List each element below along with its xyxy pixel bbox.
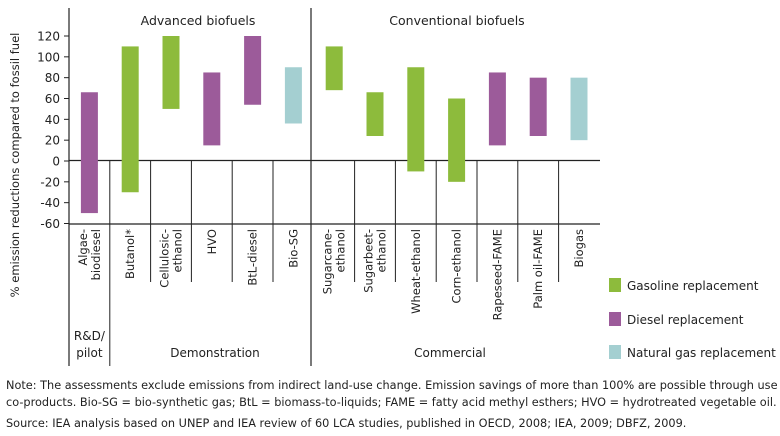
stage-label-demonstration: Demonstration xyxy=(170,346,260,360)
source-line: Source: IEA analysis based on UNEP and I… xyxy=(6,417,687,430)
category-label: Rapeseed-FAME xyxy=(490,229,504,320)
bar-sugarcane-ethanol xyxy=(325,46,343,91)
category-label: HVO xyxy=(205,229,219,254)
y-tick-label: 20 xyxy=(45,134,60,148)
bar-wheat-ethanol xyxy=(407,67,425,172)
y-tick-label: 40 xyxy=(45,113,60,127)
y-tick-label: 120 xyxy=(37,30,60,44)
category-label: BtL-diesel xyxy=(246,229,260,286)
y-tick-label: 60 xyxy=(45,92,60,106)
legend-label-gasoline: Gasoline replacement xyxy=(627,279,759,293)
category-label: Corn-ethanol xyxy=(450,229,464,303)
bar-butanol xyxy=(121,46,139,193)
section-title-advanced: Advanced biofuels xyxy=(141,13,256,28)
legend-label-diesel: Diesel replacement xyxy=(627,313,744,327)
legend-swatch-natgas xyxy=(609,345,621,359)
emission-reduction-chart: -60 -40 -20 0 20 40 60 80 100 120 Algae-biodiesel… xyxy=(8,8,776,366)
y-tick-label: -20 xyxy=(40,175,60,189)
stage-label-rd-pilot: R&D/pilot xyxy=(74,329,106,360)
y-tick-label: 100 xyxy=(37,50,60,64)
bar-corn-ethanol xyxy=(448,98,466,182)
bar-bio-sg xyxy=(284,67,302,124)
note-line-2: co-products. Bio-SG = bio-synthetic gas;… xyxy=(6,396,777,409)
category-label: Biogas xyxy=(572,229,586,267)
category-label: Cellulosic-ethanol xyxy=(158,229,185,288)
bars xyxy=(80,36,588,214)
bar-biogas xyxy=(570,77,588,141)
y-tick-label: -40 xyxy=(40,196,60,210)
bar-hvo xyxy=(203,72,221,146)
stage-labels: R&D/pilot Demonstration Commercial xyxy=(74,329,486,360)
legend: Gasoline replacement Diesel replacement Na… xyxy=(609,278,776,360)
bar-rapeseed-fame xyxy=(488,72,506,146)
category-labels: Algae-biodiesel Butanol* Cellulosic-ethano… xyxy=(76,229,586,321)
section-title-conventional: Conventional biofuels xyxy=(389,13,524,28)
bar-btl-diesel xyxy=(244,36,262,105)
category-label: Butanol* xyxy=(123,229,137,279)
note-line-1: Note: The assessments exclude emissions … xyxy=(6,379,780,392)
bar-cellulosic-ethanol xyxy=(162,36,180,109)
bar-sugarbeet-ethanol xyxy=(366,92,384,136)
category-label: Algae-biodiesel xyxy=(76,229,103,280)
y-tick-label: 80 xyxy=(45,71,60,85)
category-label: Wheat-ethanol xyxy=(409,229,423,314)
stage-label-commercial: Commercial xyxy=(414,346,486,360)
category-label: Bio-SG xyxy=(286,229,300,268)
y-tick-label: 0 xyxy=(52,155,60,169)
frame-lines xyxy=(68,8,600,366)
category-label: Palm oil-FAME xyxy=(531,229,545,309)
y-axis-ticks: -60 -40 -20 0 20 40 60 80 100 120 xyxy=(37,30,69,231)
y-axis-label: % emission reductions compared to fossil… xyxy=(8,33,22,298)
legend-swatch-gasoline xyxy=(609,278,621,292)
y-tick-label: -60 xyxy=(40,217,60,231)
bar-algae-biodiesel xyxy=(80,92,98,214)
legend-swatch-diesel xyxy=(609,312,621,326)
category-label: Sugarcane-ethanol xyxy=(321,229,348,294)
category-dividers xyxy=(109,160,560,282)
bar-palm-oil-fame xyxy=(529,77,547,136)
category-label: Sugarbeet-ethanol xyxy=(362,229,389,293)
legend-label-natgas: Natural gas replacement xyxy=(627,346,776,360)
